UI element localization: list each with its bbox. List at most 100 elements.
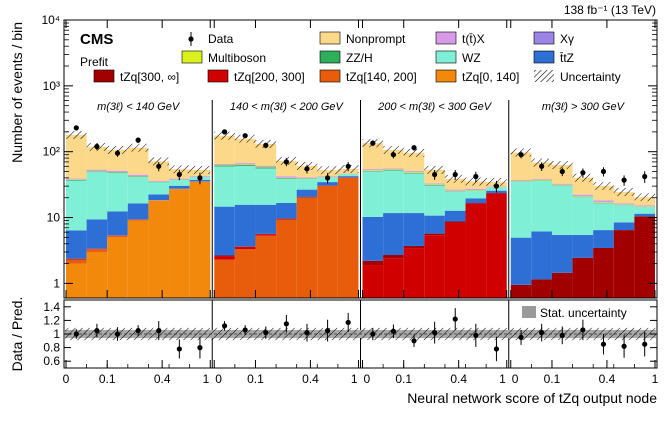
data-point xyxy=(539,163,545,169)
stack-bar-tzq140 xyxy=(214,259,235,298)
x-tick-label: 0.1 xyxy=(99,372,116,386)
stack-bar-ttx xyxy=(510,180,532,181)
ratio-point xyxy=(345,319,351,326)
stack-bar-nonprompt xyxy=(107,149,128,171)
legend-label-wz: WZ xyxy=(462,51,481,65)
stack-bar-ttz xyxy=(317,182,338,186)
stack-bar-tzq200 xyxy=(255,234,277,236)
ratio-point xyxy=(473,332,479,338)
ratio-legend-label: Stat. uncertainty xyxy=(540,306,627,320)
data-point xyxy=(324,175,331,181)
stack-bar-nonprompt xyxy=(214,135,235,164)
stack-bar-ttz xyxy=(403,213,425,246)
stack-bar-wz xyxy=(531,180,552,232)
stack-bar-tzq300 xyxy=(634,216,655,298)
data-point xyxy=(580,170,586,176)
stack-bar-wz xyxy=(634,207,655,214)
ratio-point xyxy=(600,341,607,347)
uncertainty-hatch xyxy=(551,161,573,170)
x-tick-label: 0.1 xyxy=(247,372,264,386)
ratio-y-tick-label: 0.6 xyxy=(43,354,60,368)
ratio-point xyxy=(197,345,203,351)
data-points xyxy=(73,125,648,193)
stack-bar-nonprompt xyxy=(383,150,404,169)
data-point xyxy=(176,171,182,178)
stack-bar-tzq140 xyxy=(276,219,297,298)
data-point xyxy=(559,168,565,175)
category-label: 200 < m(3ℓ) < 300 GeV xyxy=(377,101,493,113)
data-point xyxy=(94,143,100,150)
data-point xyxy=(370,140,376,146)
category-label: m(3ℓ) < 140 GeV xyxy=(97,101,181,113)
stack-bar-tzq140 xyxy=(86,249,108,252)
stack-bar-ttz xyxy=(531,231,552,280)
stack-bar-tzq140 xyxy=(296,197,318,298)
stack-bar-ttx xyxy=(403,171,425,173)
stack-bar-ttz xyxy=(66,230,87,259)
ratio-point xyxy=(283,321,289,327)
stack-bar-nonprompt xyxy=(444,178,466,190)
stack-bar-ttx xyxy=(234,163,256,165)
uncertainty-hatch xyxy=(169,165,190,174)
stack-bar-wz xyxy=(403,173,425,214)
legend-swatch-unc xyxy=(534,70,554,82)
stack-bar-nonprompt xyxy=(255,143,277,166)
y-tick-label: 10² xyxy=(43,145,60,159)
stack-bar-ttz xyxy=(276,202,297,219)
data-point xyxy=(73,125,79,131)
stack-bar-tzq140 xyxy=(127,219,149,221)
stack-bar-ttx xyxy=(66,178,87,180)
y-tick-label: 1 xyxy=(53,276,60,290)
stack-bar-nonprompt xyxy=(634,197,655,206)
status-label: Prefit xyxy=(80,55,109,69)
x-tick-label: 0.4 xyxy=(450,372,467,386)
stack-bar-multiboson xyxy=(403,172,425,173)
stack-bar-tzq300 xyxy=(362,260,384,266)
legend-swatch-tzq140 xyxy=(319,69,341,83)
uncertainty-hatch xyxy=(317,166,338,175)
category-labels: m(3ℓ) < 140 GeV 140 < m(3ℓ) < 200 GeV 200 … xyxy=(97,101,626,113)
data-point xyxy=(390,152,397,158)
legend-label-tzq300: tZq[300, ∞] xyxy=(120,70,179,84)
stack-bar-wz xyxy=(107,173,128,212)
stack-bar-zzh xyxy=(276,178,297,179)
stack-bar-tzq0 xyxy=(86,251,108,298)
stack-bar-tzq300 xyxy=(593,247,614,298)
ratio-y-tick-label: 1 xyxy=(53,327,60,341)
stack-bar-wz xyxy=(551,185,573,235)
legend-label-unc: Uncertainty xyxy=(560,70,621,84)
data-point xyxy=(156,163,162,169)
stack-bar-wz xyxy=(214,166,235,207)
stack-bar-tzq200 xyxy=(486,193,507,298)
legend-label-zzh: ZZ/H xyxy=(346,51,373,65)
stack-bar-ttz xyxy=(613,222,635,231)
ratio-point xyxy=(156,328,162,334)
stack-bar-wz xyxy=(424,185,445,216)
stack-bar-wz xyxy=(66,180,87,231)
stack-bar-zzh xyxy=(66,179,87,181)
y-tick-label: 10³ xyxy=(43,79,60,93)
stack-bar-nonprompt xyxy=(234,138,256,164)
legend-label-tzq140: tZq[140, 200] xyxy=(346,70,417,84)
ratio-point xyxy=(135,328,141,334)
stack-bar-wz xyxy=(234,165,256,205)
uncertainty-hatch xyxy=(634,193,655,202)
stack-bar-zzh xyxy=(362,170,384,172)
stack-bar-tzq200 xyxy=(234,246,256,250)
stack-bar-tzq200 xyxy=(465,203,487,298)
ratio-point xyxy=(642,341,648,347)
stack-bar-tzq140 xyxy=(255,235,277,298)
data-point xyxy=(242,133,248,139)
stack-bar-tzq200 xyxy=(403,248,425,298)
stack-bar-ttz xyxy=(169,185,190,189)
stack-bar-wz xyxy=(362,171,384,217)
stack-bar-zzh xyxy=(86,171,108,172)
legend-label-tzq200: tZq[200, 300] xyxy=(234,70,305,84)
stack-bar-ttz xyxy=(296,189,318,197)
stack-bar-nonprompt xyxy=(362,143,384,170)
stack-bar-ttz xyxy=(634,213,655,217)
ratio-point xyxy=(518,334,524,340)
stack-bar-zzh xyxy=(127,176,149,177)
stack-bar-wz xyxy=(148,182,170,195)
